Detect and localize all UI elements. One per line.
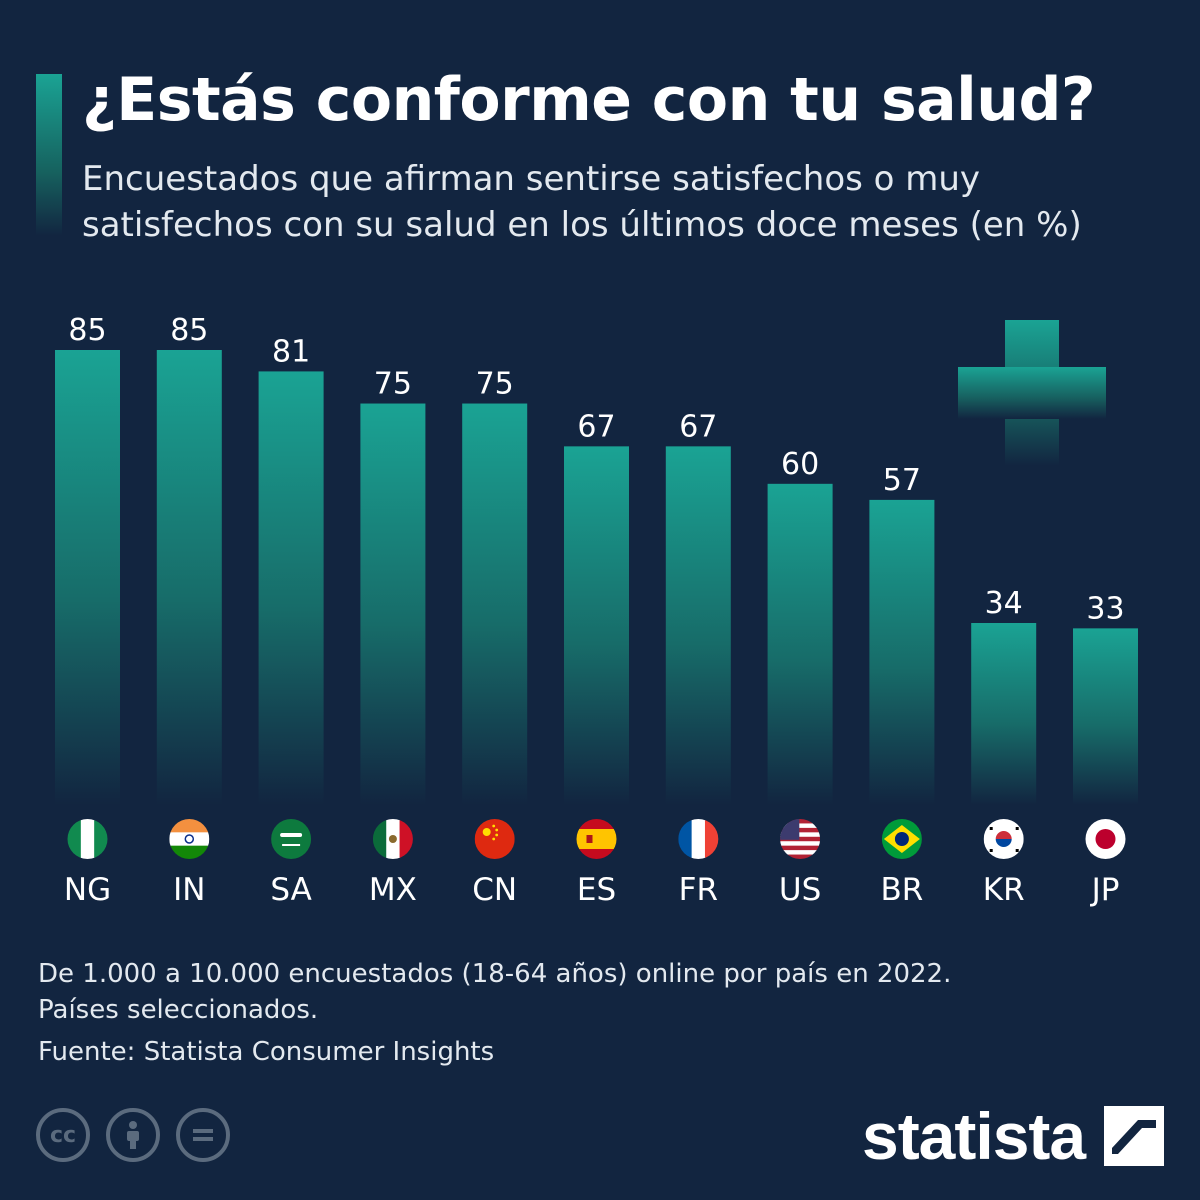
category-label-ng: NG — [64, 872, 111, 908]
bar-ng — [55, 350, 120, 805]
china-flag-icon — [474, 819, 515, 859]
category-label-mx: MX — [369, 872, 417, 908]
saudi-arabia-flag-icon — [271, 819, 312, 859]
source-text: Fuente: Statista Consumer Insights — [38, 1037, 495, 1067]
value-label-in: 85 — [170, 313, 208, 348]
bar-fr — [665, 446, 731, 805]
statista-logo-icon[interactable] — [1104, 1106, 1164, 1166]
medical-cross-icon — [958, 320, 1106, 466]
cc-icon[interactable]: cc — [36, 1108, 90, 1162]
bar-jp — [1073, 628, 1138, 805]
brazil-flag-icon — [881, 819, 922, 859]
category-label-us: US — [779, 872, 821, 908]
bar-cn — [462, 403, 528, 805]
bar-es — [564, 446, 629, 805]
survey-note: De 1.000 a 10.000 encuestados (18-64 año… — [38, 959, 952, 1025]
south-korea-flag-icon — [983, 819, 1024, 859]
nigeria-flag-icon — [67, 819, 108, 859]
attribution-icon[interactable] — [106, 1108, 160, 1162]
bar-mx — [360, 403, 426, 805]
category-label-sa: SA — [270, 872, 311, 908]
bar-sa — [258, 371, 324, 805]
category-label-br: BR — [880, 872, 923, 908]
license-icons: cc — [36, 1108, 230, 1162]
bar-chart: 85 85 81 75 75 67 67 60 57 34 33 NG IN SA MX CN ES FR US B… — [55, 313, 1138, 908]
category-label-es: ES — [577, 872, 616, 908]
category-label-fr: FR — [679, 872, 718, 908]
value-label-br: 57 — [883, 463, 921, 498]
japan-flag-icon — [1085, 819, 1126, 859]
value-label-mx: 75 — [374, 367, 412, 402]
title-accent-bar — [36, 74, 62, 236]
no-derivatives-icon[interactable] — [176, 1108, 230, 1162]
category-label-jp: JP — [1090, 872, 1120, 908]
value-label-es: 67 — [577, 409, 615, 444]
bar-in — [156, 350, 222, 805]
value-label-us: 60 — [781, 447, 819, 482]
india-flag-icon — [169, 819, 210, 859]
spain-flag-icon — [576, 819, 617, 859]
value-label-jp: 33 — [1086, 591, 1124, 626]
category-label-in: IN — [173, 872, 205, 908]
category-label-kr: KR — [983, 872, 1025, 908]
statista-logo-text[interactable]: statista — [862, 1099, 1086, 1173]
bar-kr — [971, 623, 1037, 805]
value-label-fr: 67 — [679, 409, 717, 444]
value-label-sa: 81 — [272, 334, 310, 369]
category-label-cn: CN — [472, 872, 517, 908]
chart-title: ¿Estás conforme con tu salud? — [82, 65, 1096, 135]
bar-us — [767, 483, 833, 805]
value-label-cn: 75 — [476, 367, 514, 402]
mexico-flag-icon — [372, 819, 413, 859]
value-label-ng: 85 — [68, 313, 106, 348]
chart-subtitle: Encuestados que afirman sentirse satisfe… — [82, 159, 1082, 245]
value-label-kr: 34 — [985, 586, 1023, 621]
bar-br — [869, 499, 935, 805]
france-flag-icon — [678, 819, 719, 859]
usa-flag-icon — [780, 819, 821, 859]
